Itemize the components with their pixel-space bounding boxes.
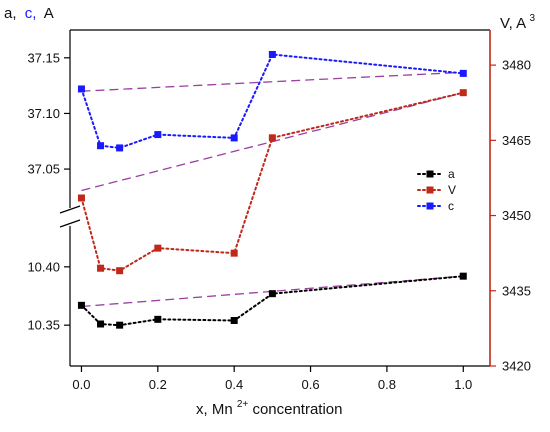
right-axis-title: V, A 3 (500, 13, 535, 32)
point-a (154, 315, 162, 323)
legend-label-V: V (448, 183, 456, 197)
x-tick-label: 1.0 (454, 377, 472, 392)
x-ticks: 0.0 0.2 0.4 0.6 0.8 1.0 (72, 366, 472, 392)
point-a (230, 317, 238, 324)
series-line-c (80, 53, 465, 149)
right-tick-label: 3480 (502, 58, 531, 73)
y-tick-label: 37.10 (27, 106, 60, 121)
point-a (459, 272, 467, 280)
x-tick-label: 0.6 (302, 377, 320, 392)
x-axis-title-sup: 2+ (237, 399, 249, 410)
x-axis-title-suffix: concentration (252, 401, 342, 418)
point-c (230, 134, 238, 142)
legend-box (413, 162, 473, 214)
x-tick-label: 0.8 (378, 377, 396, 392)
y-tick-label: 37.05 (27, 162, 60, 177)
point-a (77, 301, 85, 309)
legend-marker-V (426, 186, 434, 194)
point-a (268, 290, 276, 298)
x-axis-title-main: x, Mn (196, 401, 233, 418)
right-tick-label: 3420 (502, 359, 531, 374)
series-line-a (80, 275, 465, 327)
right-tick-label: 3450 (502, 208, 531, 223)
point-V (116, 267, 124, 275)
plot-frame (59, 29, 491, 367)
right-axis-title-sup: 3 (529, 13, 535, 24)
point-c (459, 69, 467, 77)
point-V (97, 264, 105, 272)
point-c (97, 142, 105, 150)
point-a (116, 321, 124, 329)
point-V (268, 134, 276, 142)
axis-break-mark-top (59, 205, 81, 214)
point-c (268, 50, 276, 58)
left-axis-title-a: a, (4, 5, 17, 22)
y-tick-label: 37.15 (27, 50, 60, 65)
y-tick-label: 10.40 (27, 259, 60, 274)
fit-line-a (81, 275, 464, 308)
x-tick-label: 0.2 (149, 377, 167, 392)
point-a (97, 320, 105, 328)
left-axis-title-unit: A (44, 5, 54, 22)
series-line-V (80, 91, 465, 272)
lower-left-ticks: 10.35 10.40 (27, 259, 70, 333)
y-tick-label: 10.35 (27, 318, 60, 333)
legend-marker-a (426, 170, 434, 178)
point-V (154, 244, 162, 252)
point-c (154, 131, 162, 139)
left-axis-title: a, c, A (4, 5, 54, 22)
legend-label-c: c (448, 199, 454, 213)
fit-line-V (81, 92, 464, 192)
upper-left-ticks: 37.05 37.10 37.15 (27, 50, 70, 177)
right-tick-label: 3435 (502, 283, 531, 298)
x-tick-label: 0.4 (225, 377, 243, 392)
right-ticks: 3420 3435 3450 3465 3480 (490, 58, 531, 374)
legend-label-a: a (448, 167, 455, 181)
point-V (459, 89, 467, 97)
point-V (77, 194, 85, 202)
point-c (77, 85, 85, 93)
point-V (230, 249, 238, 257)
right-axis-title-text: V, A (500, 15, 526, 32)
data-series (77, 50, 467, 329)
fit-line-c (81, 71, 464, 92)
x-axis-title: x, Mn 2+ concentration (196, 394, 343, 418)
right-tick-label: 3465 (502, 133, 531, 148)
legend: aVc (413, 162, 473, 214)
point-c (116, 144, 124, 152)
axis-break-mark-bottom (59, 219, 81, 228)
legend-entries: aVc (417, 167, 456, 213)
left-axis-title-c: c, (25, 5, 37, 22)
legend-marker-c (426, 202, 434, 210)
x-tick-label: 0.0 (72, 377, 90, 392)
fit-lines (81, 71, 464, 308)
